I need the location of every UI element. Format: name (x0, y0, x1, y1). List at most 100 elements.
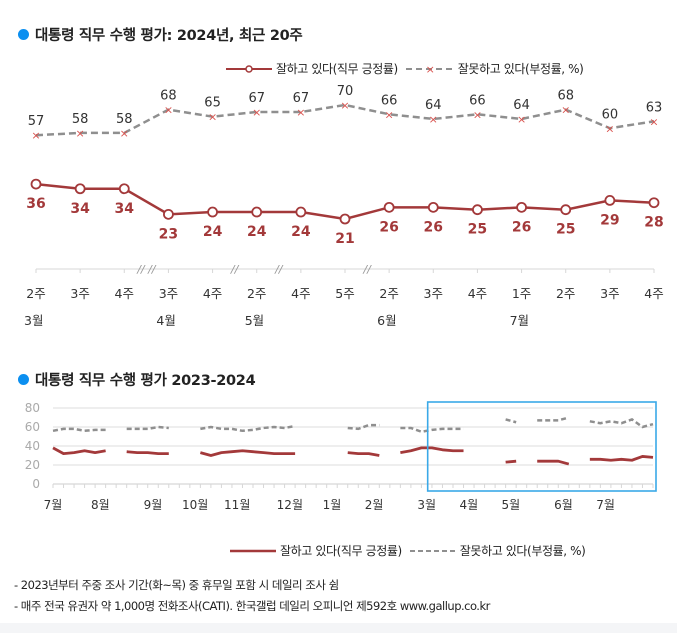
negative-x-marker: × (164, 104, 173, 117)
positive-data-label: 24 (291, 224, 311, 240)
negative-data-label: 66 (381, 93, 398, 108)
negative-x-marker: × (208, 111, 217, 124)
axis-break-mark: // (274, 263, 284, 276)
positive-point (30, 178, 42, 190)
legend-negative-label: 잘못하고 있다(부정률, %) (457, 62, 584, 76)
x-tick-label: 4주 (644, 286, 663, 301)
chart1-title: 대통령 직무 수행 평가: 2024년, 최근 20주 (18, 24, 303, 45)
positive-data-label: 21 (335, 231, 354, 247)
month-label: 12월 (277, 498, 303, 512)
legend2-negative: 잘못하고 있다(부정률, %) (409, 542, 586, 559)
positive-point (295, 206, 307, 218)
legend2-negative-label: 잘못하고 있다(부정률, %) (459, 544, 586, 558)
positive-point (163, 208, 174, 220)
negative-data-label: 65 (204, 96, 221, 111)
positive-point (118, 183, 130, 195)
positive-point (560, 204, 572, 216)
negative-x-marker: × (473, 108, 482, 121)
negative-data-label: 64 (425, 98, 442, 113)
legend-positive: 잘하고 있다(직무 긍정률) (226, 60, 398, 77)
x-tick-label: 1주 (512, 286, 531, 301)
recent-20-weeks-highlight-box (426, 401, 657, 492)
month-label: 3월 (417, 498, 436, 512)
month-label: 2월 (365, 498, 384, 512)
x-tick-label: 4주 (468, 286, 487, 301)
series-negative-segment (126, 425, 169, 431)
month-label: 7월 (44, 498, 63, 512)
negative-data-label: 67 (293, 91, 310, 106)
x-tick-label: 4주 (115, 286, 134, 301)
positive-point (516, 201, 527, 213)
month-label: 7월 (510, 313, 529, 328)
series-negative-line (35, 103, 655, 137)
month-label: 8월 (91, 498, 110, 512)
legend2-positive-label: 잘하고 있다(직무 긍정률) (280, 544, 402, 558)
series-negative-segment (589, 418, 654, 429)
positive-point (74, 183, 86, 195)
x-tick-label: 2주 (247, 286, 266, 301)
positive-data-label: 36 (26, 196, 45, 212)
x-tick-label: 3주 (159, 286, 178, 301)
series-negative-segment (52, 427, 106, 433)
series-positive-segment (200, 449, 296, 457)
month-label: 4월 (459, 498, 478, 512)
month-label: 7월 (596, 498, 615, 512)
axis-break-mark: // (362, 263, 372, 276)
legend2-positive-line-icon (230, 549, 276, 552)
month-label: 11월 (224, 498, 250, 512)
negative-data-label: 57 (28, 114, 45, 129)
x-tick-label: 5주 (335, 286, 354, 301)
series-positive-segment (400, 446, 464, 455)
month-label: 4월 (156, 313, 175, 328)
negative-x-marker: × (31, 129, 40, 142)
y-tick-label: 60 (25, 420, 40, 434)
positive-point (251, 206, 263, 218)
x-tick-label: 3주 (70, 286, 89, 301)
positive-data-label: 29 (600, 212, 619, 228)
month-label: 3월 (24, 313, 43, 328)
axis-break-mark: // (230, 263, 240, 276)
footnote-1: - 2023년부터 주중 조사 기간(화~목) 중 휴무일 포함 시 데일리 조… (14, 578, 339, 592)
x-tick-label: 3주 (600, 286, 619, 301)
footnote-2: - 매주 전국 유권자 약 1,000명 전화조사(CATI). 한국갤럽 데일… (14, 599, 490, 613)
positive-data-label: 25 (556, 222, 575, 238)
footnotes: - 2023년부터 주중 조사 기간(화~목) 중 휴무일 포함 시 데일리 조… (14, 575, 490, 617)
x-tick-label: 3주 (424, 286, 443, 301)
month-label: 6월 (554, 498, 573, 512)
negative-x-marker: × (517, 113, 526, 126)
positive-point (383, 201, 395, 213)
series-positive-segment (52, 446, 106, 455)
bullet-dot-icon (18, 29, 29, 40)
bullet-dot-icon (18, 374, 29, 385)
positive-point (207, 206, 218, 218)
negative-x-marker: × (429, 113, 438, 126)
positive-point (648, 197, 660, 209)
negative-data-label: 67 (248, 91, 265, 106)
axis-break-mark: // // (136, 263, 157, 276)
svg-text:×: × (425, 64, 434, 74)
negative-data-label: 58 (72, 112, 89, 127)
series-positive-segment (505, 459, 517, 464)
chart1-plot: 2주 3주 4주 3주 4주 2주 4주 5주 2주 3주 4주 1주 2주 3주 4주 3월 4월 5월 6월 7월… (24, 84, 664, 328)
month-label: 5월 (502, 498, 521, 512)
positive-data-label: 26 (379, 219, 398, 235)
negative-data-label: 70 (337, 84, 354, 99)
series-positive-segment (347, 451, 380, 457)
chart2-title: 대통령 직무 수행 평가 2023-2024 (18, 369, 256, 390)
series-negative-segment (537, 416, 570, 422)
chart2-plot: 0 20 40 60 80 7월 8월 9월 10월 11월 12월 1월 2월 3월 4월 5월 6월 7월 (25, 401, 657, 512)
footer-bar (0, 623, 677, 633)
legend2-positive: 잘하고 있다(직무 긍정률) (230, 542, 402, 559)
negative-x-marker: × (252, 106, 261, 119)
negative-x-marker: × (340, 99, 349, 112)
negative-x-marker: × (561, 104, 570, 117)
series-positive-segment (589, 455, 654, 462)
month-label: 6월 (377, 313, 396, 328)
chart1-legend: 잘하고 있다(직무 긍정률) × 잘못하고 있다(부정률, %) (218, 60, 584, 77)
chart2-legend: 잘하고 있다(직무 긍정률) 잘못하고 있다(부정률, %) (222, 542, 586, 559)
positive-data-label: 24 (203, 224, 223, 240)
negative-data-label: 68 (160, 89, 177, 104)
series-negative-segment (347, 423, 380, 431)
legend-positive-label: 잘하고 있다(직무 긍정률) (276, 62, 398, 76)
negative-data-label: 68 (557, 89, 574, 104)
